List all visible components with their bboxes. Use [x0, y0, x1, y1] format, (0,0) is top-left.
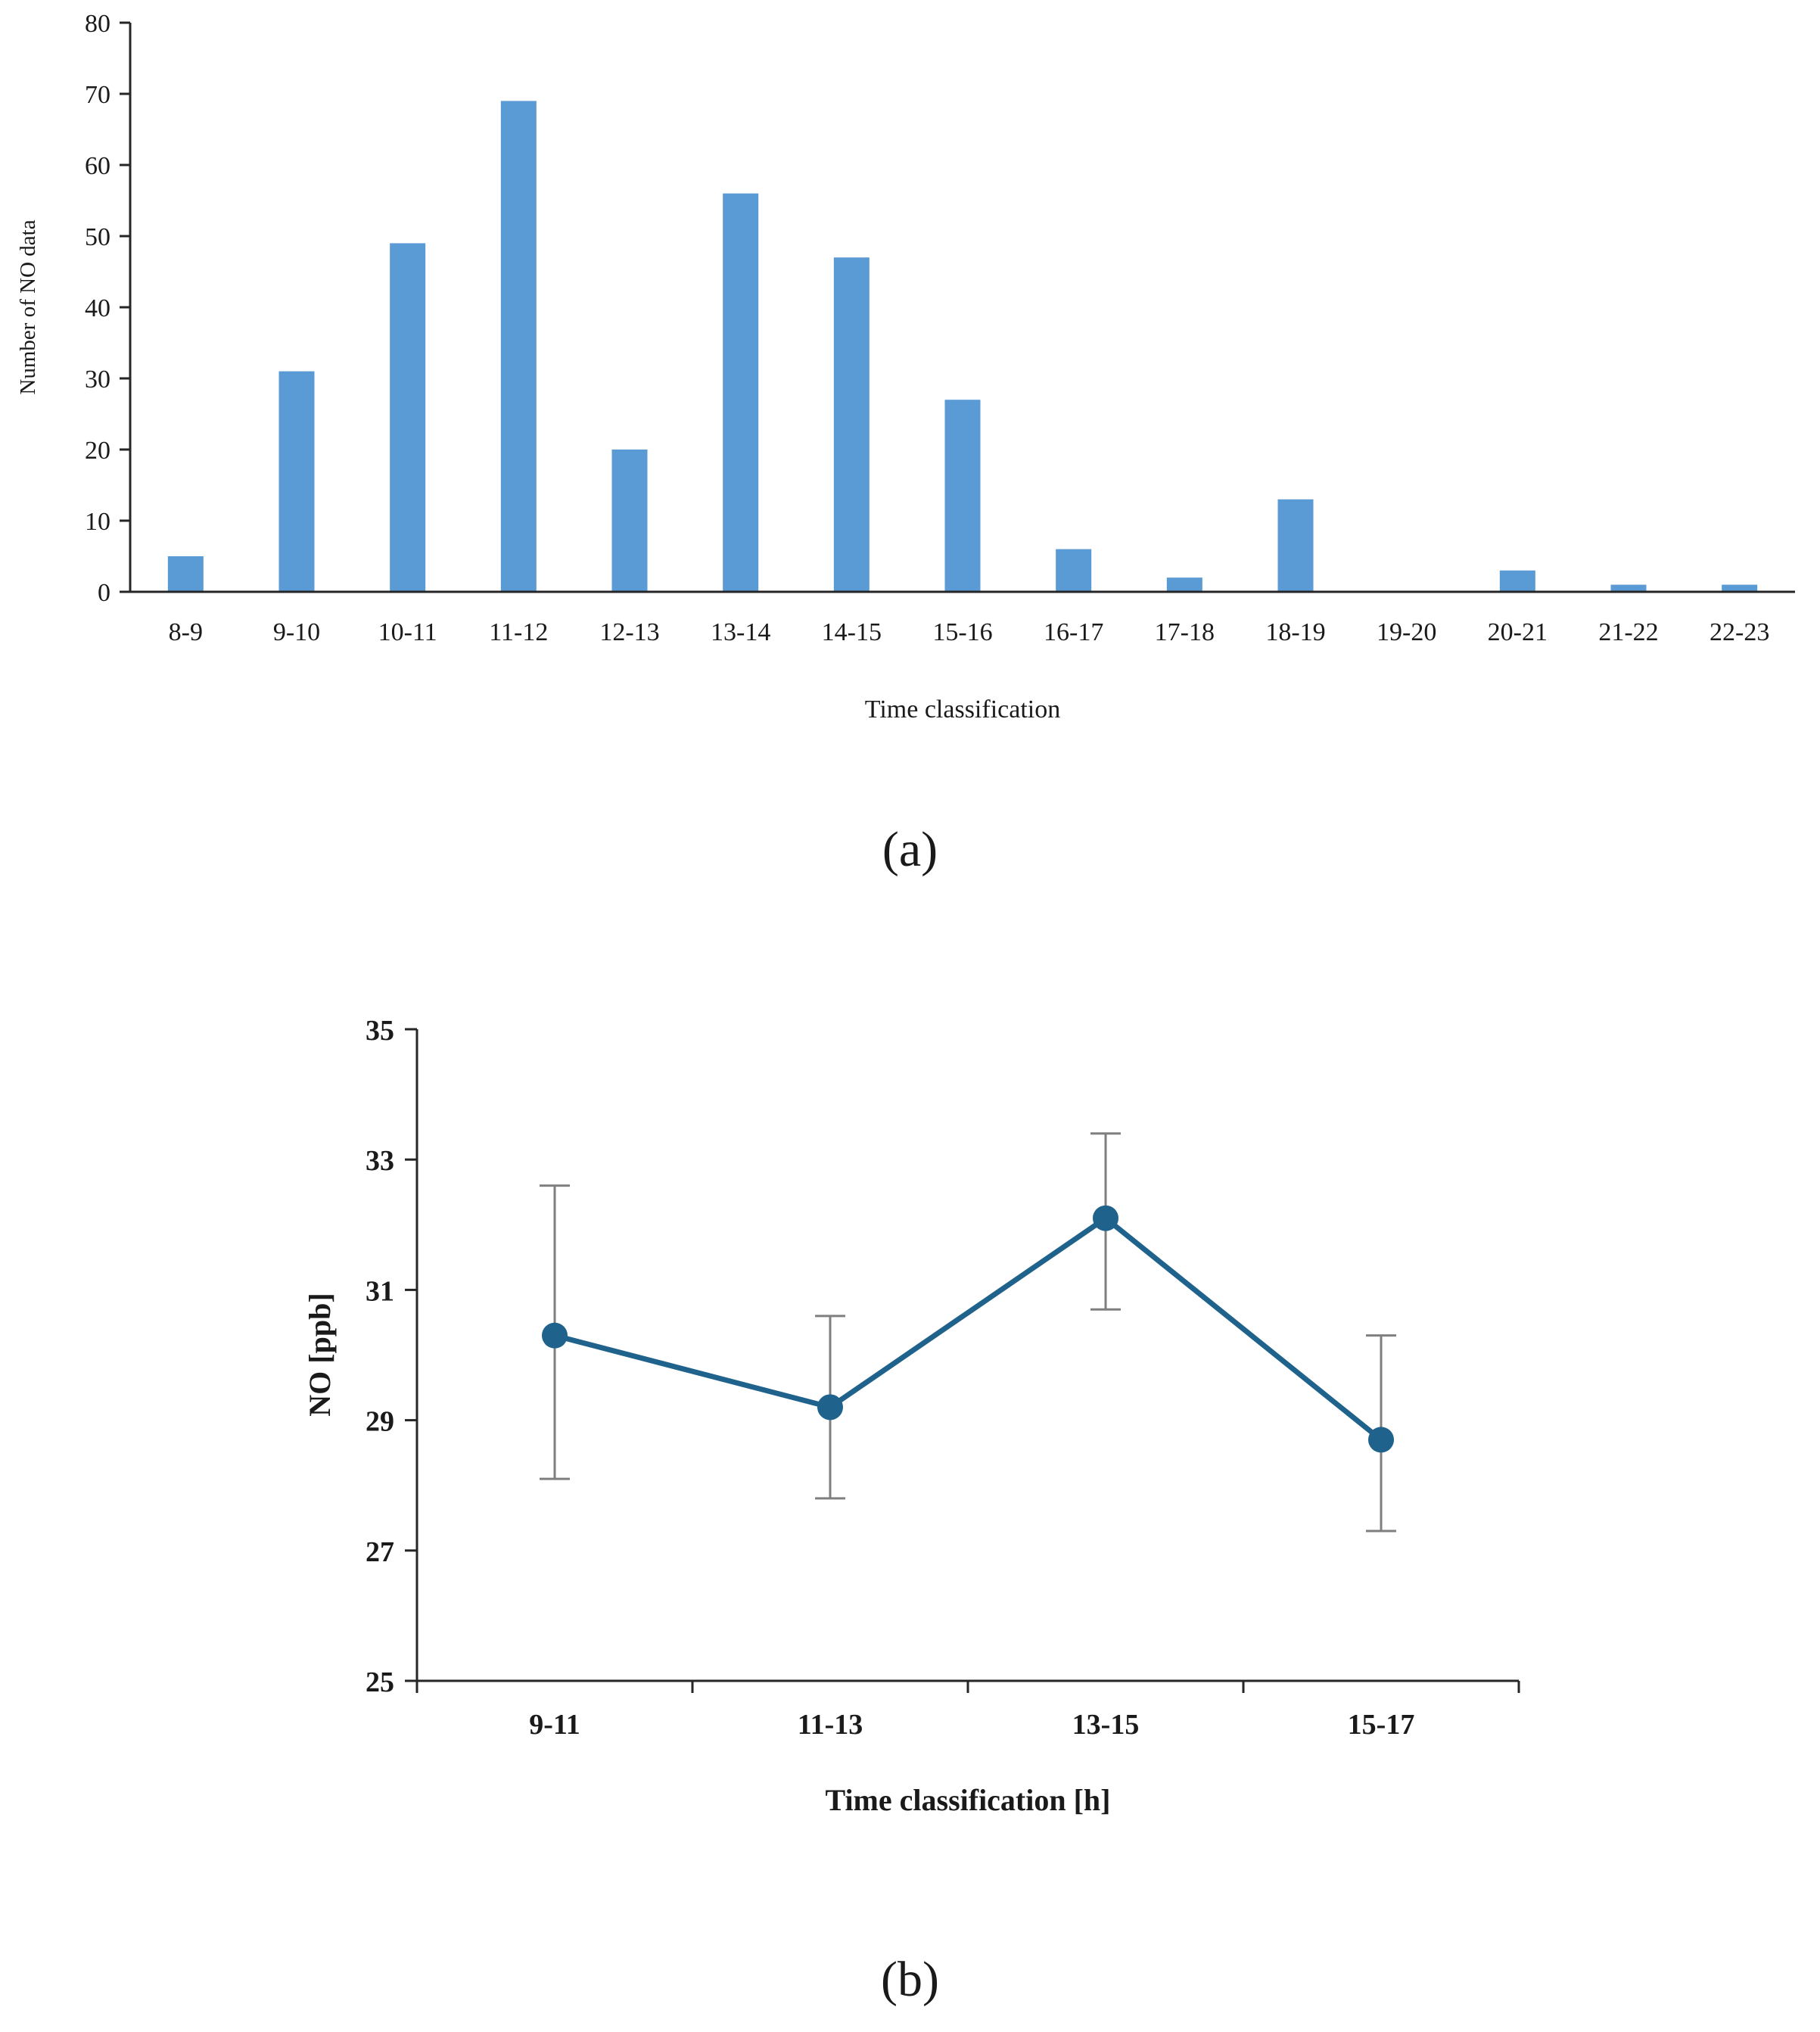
x-category-label: 11-13: [798, 1709, 863, 1741]
x-category-label: 9-10: [273, 618, 320, 646]
bar: [1722, 584, 1758, 592]
bar: [944, 400, 981, 592]
y-tick-label: 60: [85, 152, 110, 180]
bar: [500, 101, 537, 592]
data-point-marker: [1093, 1205, 1118, 1231]
x-category-label: 18-19: [1265, 618, 1325, 646]
y-tick-label: 27: [366, 1536, 394, 1568]
line-chart-x-axis-title: Time classification [h]: [825, 1783, 1110, 1817]
data-point-marker: [542, 1322, 568, 1349]
x-category-label: 13-14: [711, 618, 770, 646]
line-series: [542, 1205, 1394, 1453]
y-tick-label: 40: [85, 294, 110, 322]
x-category-label: 8-9: [169, 618, 203, 646]
x-category-label: 9-11: [529, 1709, 580, 1741]
y-tick-label: 35: [366, 1015, 394, 1047]
error-bars: [540, 1132, 1396, 1533]
bar-chart-axes: 0 10 20 30 40 50 60 70 80 8-9 9-10 10-11 11-12 12-13 1…: [85, 10, 1795, 646]
y-tick-label: 30: [85, 366, 110, 394]
bar: [611, 450, 648, 592]
bar: [1499, 570, 1535, 592]
bar: [1610, 584, 1647, 592]
bar: [278, 371, 315, 592]
bar: [390, 243, 426, 592]
data-point-marker: [817, 1394, 843, 1421]
y-tick-label: 31: [366, 1275, 394, 1307]
y-tick-label: 50: [85, 223, 110, 251]
figure-label-a: (a): [882, 822, 938, 877]
y-tick-label: 10: [85, 508, 110, 536]
x-category-label: 14-15: [822, 618, 882, 646]
bar: [167, 556, 204, 592]
y-tick-label: 0: [98, 579, 110, 607]
bar: [723, 193, 759, 593]
y-tick-label: 20: [85, 437, 110, 465]
x-category-label: 10-11: [378, 618, 437, 646]
bar: [1277, 499, 1314, 592]
x-category-label: 15-17: [1348, 1709, 1415, 1741]
x-category-label: 16-17: [1044, 618, 1103, 646]
line-chart: 25 27 29 31 33 35 9-11 11-13 13-15 15-17 NO [ppb]…: [303, 1015, 1520, 1817]
y-tick-label: 70: [85, 81, 110, 109]
x-category-label: 12-13: [599, 618, 659, 646]
bar-chart: 0 10 20 30 40 50 60 70 80 8-9 9-10 10-11 11-12 12-13 1…: [16, 10, 1795, 723]
figure-label-b: (b): [881, 1952, 939, 2007]
x-category-label: 13-15: [1072, 1709, 1140, 1741]
y-tick-label: 80: [85, 10, 110, 38]
data-point-marker: [1368, 1427, 1394, 1453]
y-tick-label: 25: [366, 1666, 394, 1698]
bar: [833, 257, 870, 592]
x-category-label: 20-21: [1488, 618, 1548, 646]
bar-chart-x-axis-title: Time classification: [865, 695, 1060, 723]
x-category-label: 22-23: [1710, 618, 1769, 646]
line-chart-y-axis-title: NO [ppb]: [303, 1293, 337, 1416]
bar: [1166, 577, 1202, 592]
y-tick-label: 29: [366, 1406, 394, 1438]
x-category-label: 17-18: [1155, 618, 1215, 646]
x-category-label: 19-20: [1377, 618, 1436, 646]
y-tick-label: 33: [366, 1145, 394, 1177]
x-category-label: 11-12: [489, 618, 548, 646]
bar-series: [167, 101, 1758, 593]
line-chart-axes: 25 27 29 31 33 35 9-11 11-13 13-15 15-17: [366, 1015, 1520, 1741]
x-category-label: 21-22: [1598, 618, 1658, 646]
x-category-label: 15-16: [932, 618, 992, 646]
series-line: [554, 1215, 1383, 1442]
bar-chart-y-axis-title: Number of NO data: [16, 219, 40, 394]
bar: [1056, 549, 1092, 592]
